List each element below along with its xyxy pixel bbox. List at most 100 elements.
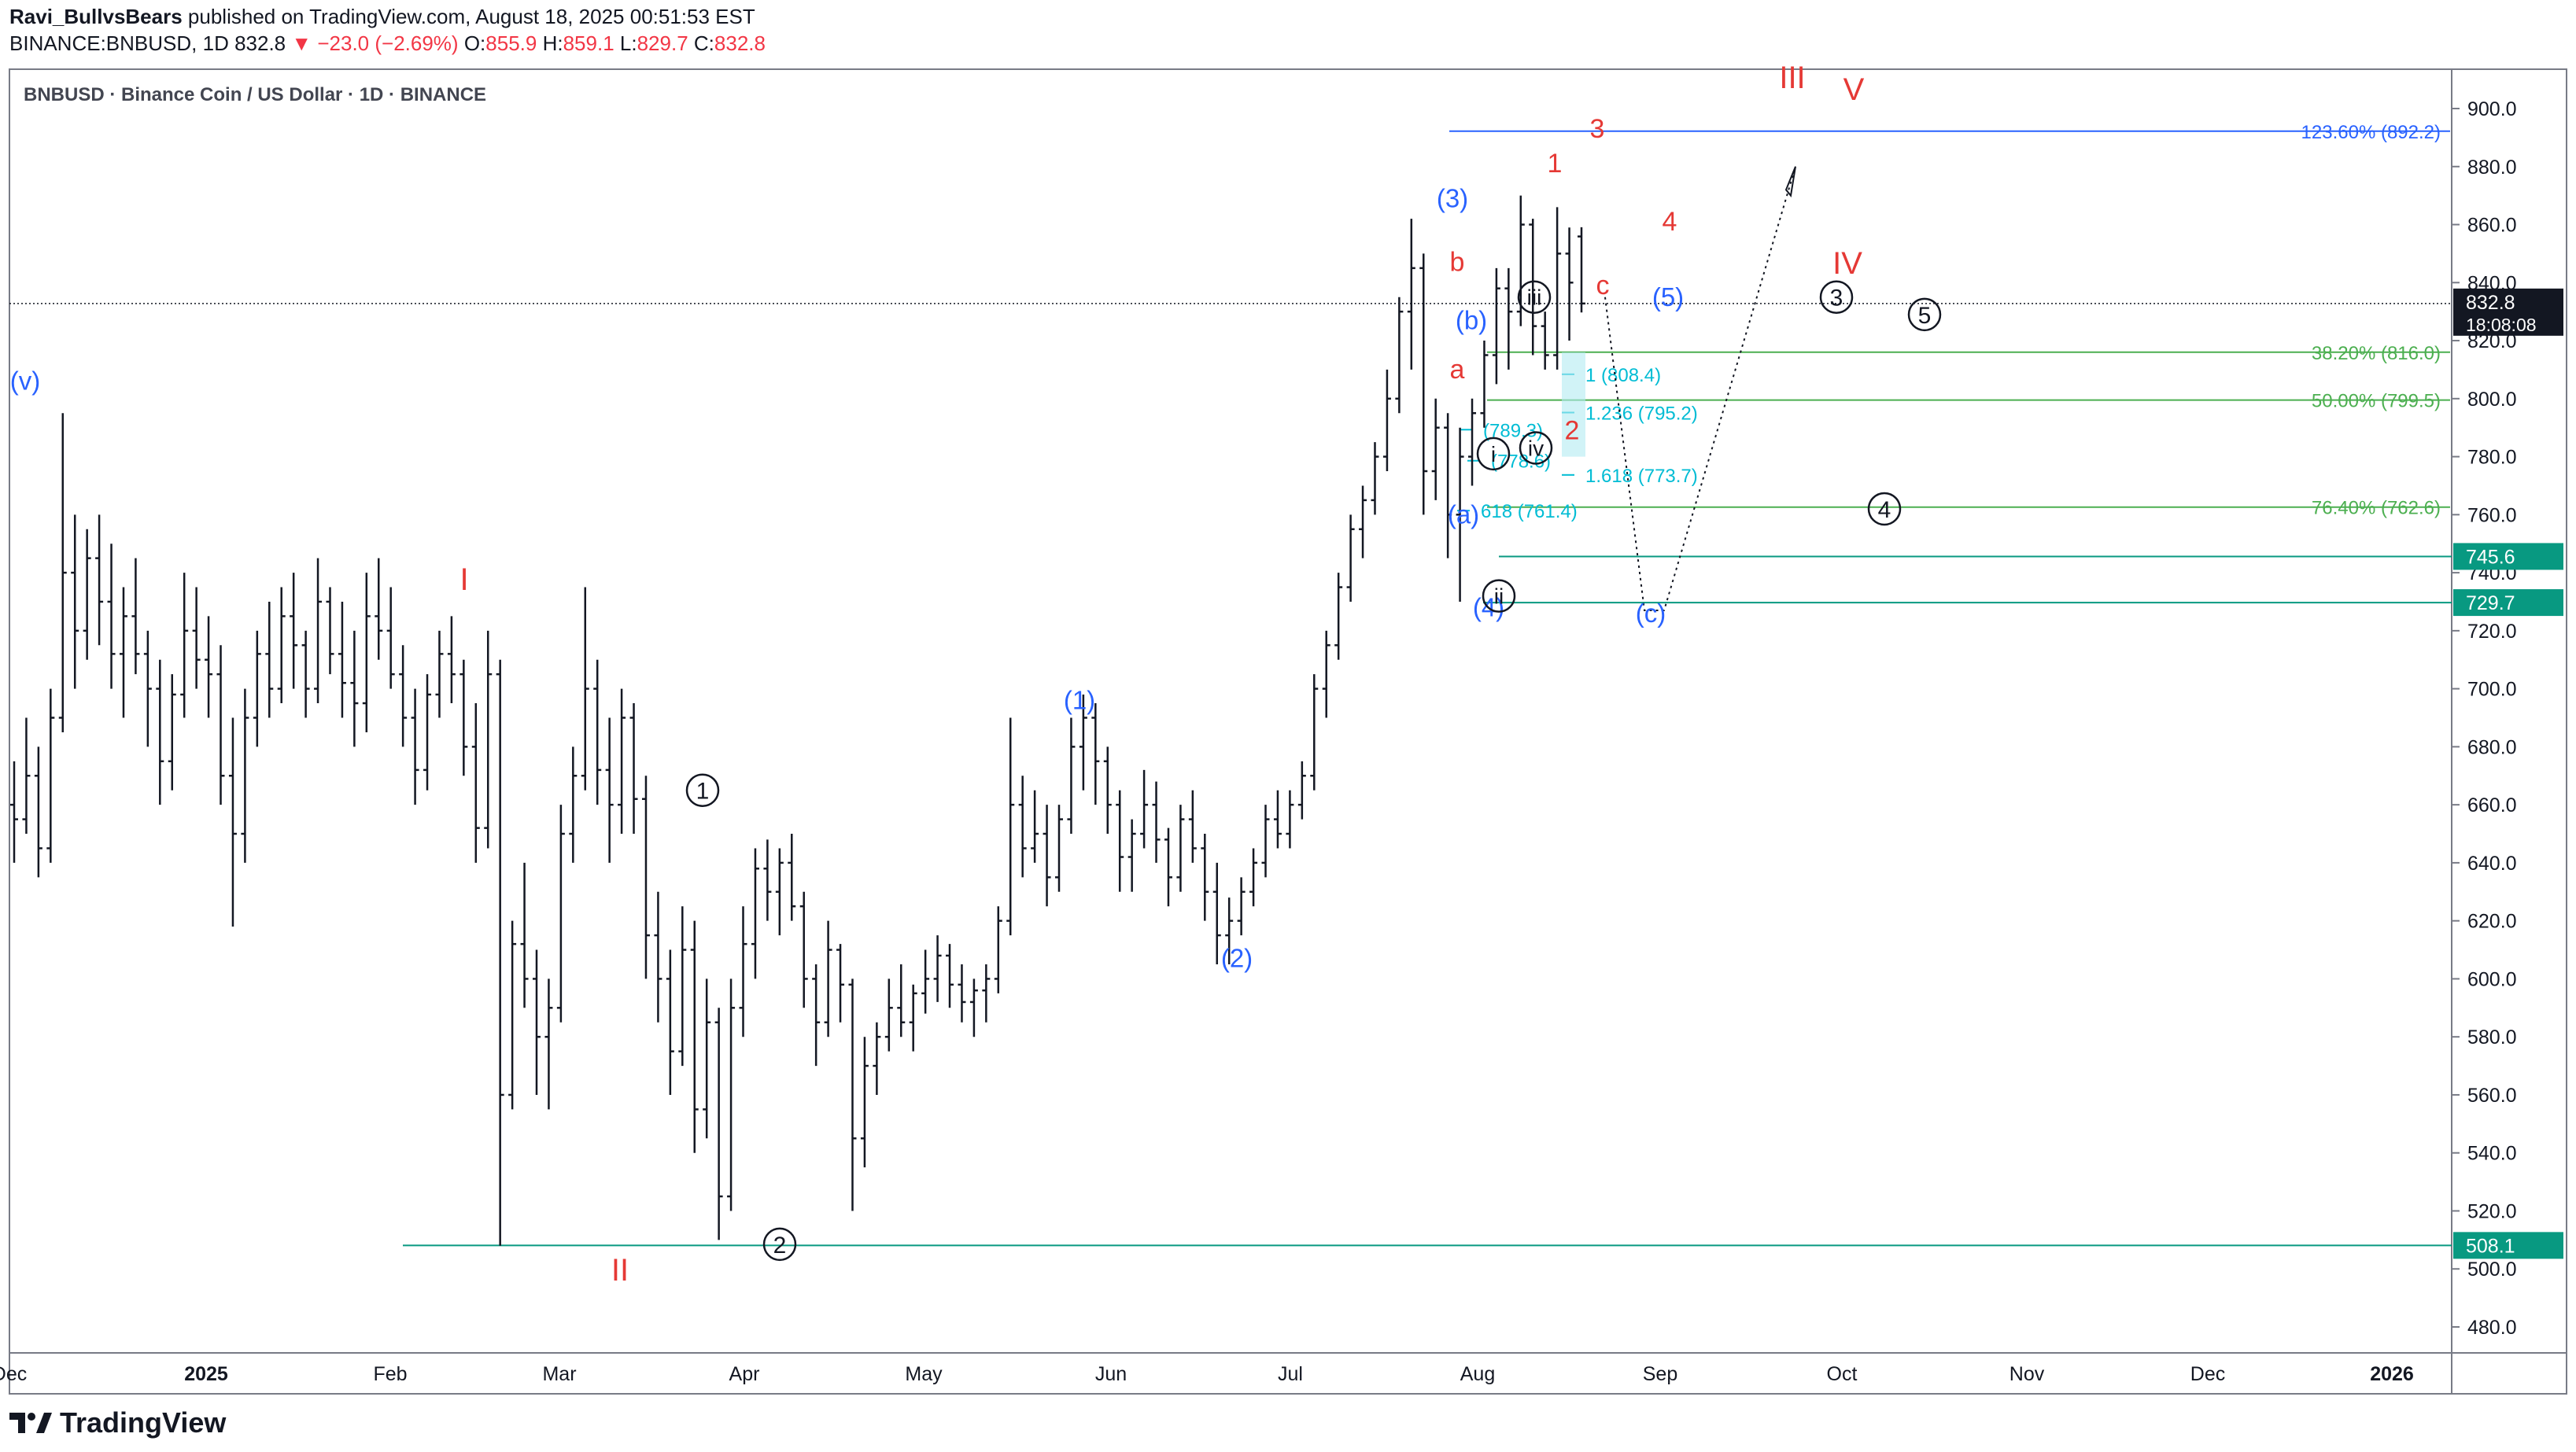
ohlc-bar: [1116, 790, 1124, 892]
ohlc-bar: [1382, 369, 1391, 472]
ohlc-bar: [447, 616, 456, 704]
ohlc-bar: [375, 558, 383, 660]
ohlc-bar: [1578, 227, 1585, 313]
ohlc-bar: [1103, 746, 1112, 835]
ohlc-bar: [301, 630, 310, 718]
ohlc-bar: [228, 717, 237, 927]
y-tick-label: 540.0: [2467, 1143, 2517, 1165]
ohlc-bar: [143, 630, 152, 747]
ohlc-bar: [946, 944, 954, 1008]
c-value: 832.8: [714, 31, 766, 55]
ohlc-bar: [1043, 805, 1051, 907]
ohlc-bar: [727, 978, 736, 1211]
ohlc-bar: [1492, 267, 1500, 385]
ohlc-bar: [714, 1008, 723, 1240]
y-tick-label: 880.0: [2467, 157, 2517, 179]
o-label: O:: [463, 31, 486, 55]
ohlc-bar: [1419, 253, 1428, 515]
wave-label-circled-text: 4: [1878, 497, 1891, 523]
x-tick-label: 2026: [2370, 1363, 2414, 1385]
ohlc-bar: [156, 659, 164, 805]
ohlc-bar: [326, 587, 334, 675]
ohlc-bar: [1249, 848, 1258, 907]
y-tick-label: 600.0: [2467, 968, 2517, 990]
ohlc-bar: [253, 630, 261, 747]
ohlc-bar: [544, 978, 553, 1110]
ohlc-bar: [1395, 297, 1404, 414]
ohlc-bar: [265, 601, 274, 718]
ohlc-bar: [1541, 311, 1549, 370]
symbol-prefix: BINANCE:BNBUSD, 1D: [9, 31, 229, 55]
wave-label-red: I: [459, 562, 468, 597]
fib-ext-label: 1.236 (795.2): [1585, 404, 1698, 425]
ohlc-bar: [1006, 717, 1015, 936]
ohlc-bar: [1091, 703, 1100, 805]
wave-label-circled: [1867, 492, 1902, 526]
ohlc-bar: [205, 616, 213, 718]
y-tick-label: 700.0: [2467, 679, 2517, 701]
projection-arrowhead: [1784, 166, 1796, 198]
ohlc-bar: [690, 920, 699, 1153]
ohlc-bar: [107, 544, 116, 689]
price-badge: [2453, 288, 2563, 336]
ohlc-bar: [71, 514, 79, 689]
ohlc-bar: [556, 805, 565, 1023]
author-name[interactable]: Ravi_BullvsBears: [9, 5, 183, 28]
tradingview-logo-icon: [9, 1413, 52, 1433]
fib-level-label: 123.60% (892.2): [2301, 122, 2441, 143]
wave-label-blue: (b): [1456, 305, 1487, 334]
ohlc-bar: [119, 587, 127, 718]
x-tick-label: Apr: [729, 1363, 760, 1385]
ohlc-bar: [350, 630, 359, 747]
wave-label-blue: (5): [1652, 282, 1684, 311]
ohlc-bar: [982, 964, 991, 1023]
x-tick-label: Jun: [1095, 1363, 1127, 1385]
ohlc-bar: [508, 920, 517, 1110]
ohlc-bar: [1504, 267, 1513, 370]
wave-label-red: III: [1779, 61, 1805, 95]
wave-label-blue: (1): [1064, 685, 1095, 714]
tradingview-logo[interactable]: TradingView: [9, 1406, 226, 1439]
brand-name: TradingView: [60, 1406, 227, 1439]
ohlc-bar: [1297, 761, 1306, 820]
y-tick-label: 520.0: [2467, 1200, 2517, 1222]
ohlc-bar: [241, 688, 249, 863]
ohlc-bar: [1212, 862, 1221, 964]
ohlc-bar: [533, 949, 541, 1095]
price-badge-value: 832.8: [2466, 292, 2515, 314]
y-tick-label: 660.0: [2467, 794, 2517, 816]
ohlc-bar: [386, 587, 395, 689]
y-tick-label: 580.0: [2467, 1026, 2517, 1048]
ohlc-bar: [192, 587, 201, 689]
ohlc-bar: [1031, 790, 1039, 863]
ohlc-bar: [897, 964, 906, 1037]
wave-label-circled: [1907, 297, 1942, 332]
h-value: 859.1: [563, 31, 614, 55]
wave-label-roman-text: ii: [1494, 584, 1504, 609]
ohlc-bar: [290, 573, 298, 689]
x-tick-label: Aug: [1460, 1363, 1495, 1385]
ohlc-bar: [703, 978, 711, 1139]
x-tick-label: Dec: [2190, 1363, 2225, 1385]
wave-label-roman-text: i: [1491, 442, 1496, 466]
ohlc-bar: [1322, 630, 1330, 718]
ohlc-bar: [678, 906, 687, 1067]
ohlc-bar: [83, 529, 91, 660]
ohlc-bar: [884, 978, 893, 1052]
ohlc-bar: [641, 776, 650, 979]
ohlc-bar: [933, 935, 942, 1002]
price-badge-timer: 18:08:08: [2466, 315, 2537, 335]
ohlc-bar: [629, 703, 638, 835]
ohlc-bar: [338, 601, 346, 718]
x-tick-label: Feb: [373, 1363, 407, 1385]
ohlc-bar: [605, 717, 614, 863]
ohlc-bar: [1127, 819, 1136, 892]
wave-label-red: b: [1450, 248, 1465, 278]
ohlc-bar: [958, 964, 966, 1023]
ohlc-bar: [1529, 219, 1537, 356]
ohlc-bar: [1055, 805, 1063, 892]
y-tick-label: 800.0: [2467, 389, 2517, 411]
ohlc-bar: [848, 978, 857, 1211]
ohlc-bar: [1565, 227, 1574, 341]
